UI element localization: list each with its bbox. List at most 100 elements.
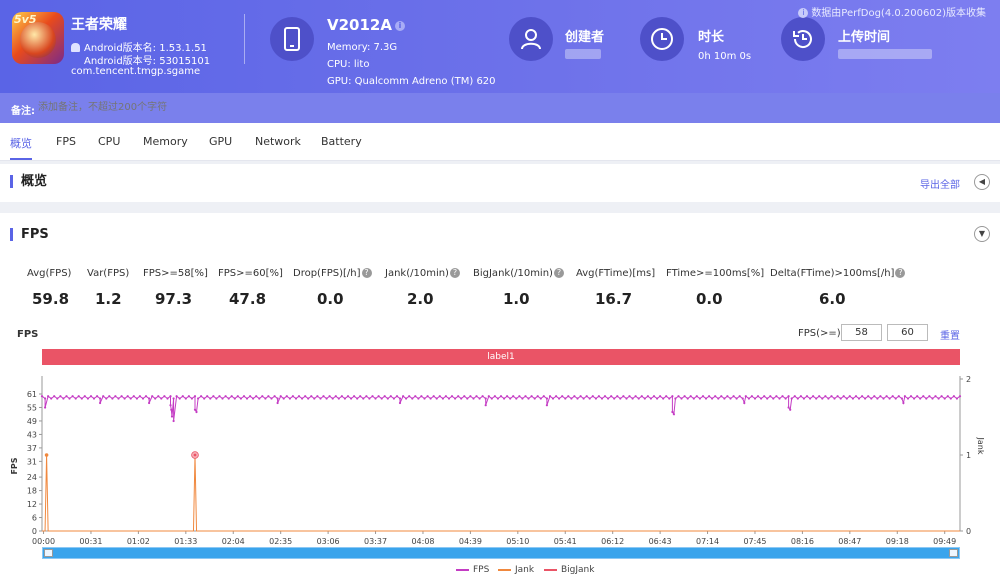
y2-axis-title: Jank xyxy=(976,437,985,455)
help-icon[interactable]: ? xyxy=(553,268,564,278)
fps-point xyxy=(249,395,252,398)
legend-item-bigjank[interactable]: BigJank xyxy=(544,565,594,575)
tab-memory[interactable]: Memory xyxy=(143,135,188,148)
fps-point xyxy=(74,397,77,400)
legend-swatch-bigjank xyxy=(544,568,557,571)
timeline-scrollbar[interactable] xyxy=(42,547,960,559)
fps-point xyxy=(937,397,940,400)
tab-fps[interactable]: FPS xyxy=(56,135,76,148)
fps-point xyxy=(195,410,198,414)
fps-point xyxy=(135,397,138,400)
x-tick-label: 04:39 xyxy=(459,537,482,546)
legend-item-jank[interactable]: Jank xyxy=(498,565,534,575)
fps-point xyxy=(925,397,928,400)
header-divider xyxy=(244,14,245,64)
fps-threshold-input-1[interactable]: 58 xyxy=(841,324,882,341)
fps-point xyxy=(600,397,604,400)
x-tick-label: 06:12 xyxy=(601,537,624,546)
device-memory: Memory: 7.3G xyxy=(327,42,398,53)
stat-value: 2.0 xyxy=(407,290,434,308)
fps-point xyxy=(447,397,451,400)
note-input[interactable] xyxy=(38,98,338,116)
tab-network[interactable]: Network xyxy=(255,135,301,148)
label-band[interactable]: label1 xyxy=(42,349,960,365)
device-info-icon[interactable]: i xyxy=(394,20,405,31)
y-tick-label: 43 xyxy=(27,430,37,439)
fps-point xyxy=(515,397,518,400)
y-tick-label: 24 xyxy=(27,473,37,482)
fps-point xyxy=(894,397,897,400)
fps-point xyxy=(509,397,512,400)
stat-label: Avg(FPS) xyxy=(27,268,72,279)
fps-point xyxy=(512,395,515,398)
fps-point xyxy=(288,397,291,400)
fps-point xyxy=(851,397,855,400)
fps-point xyxy=(99,401,102,405)
fps-point xyxy=(86,397,89,400)
duration-label: 时长 xyxy=(698,30,725,45)
fps-point xyxy=(542,395,545,398)
fps-point xyxy=(625,397,628,400)
fps-point xyxy=(374,397,377,400)
fps-point xyxy=(377,395,380,398)
legend-item-fps[interactable]: FPS xyxy=(456,565,489,575)
fps-point xyxy=(900,397,904,400)
help-icon[interactable]: ? xyxy=(361,268,372,278)
fps-point xyxy=(398,401,402,405)
fps-point xyxy=(276,401,279,405)
help-icon[interactable]: ? xyxy=(895,268,906,278)
fps-point xyxy=(949,397,952,400)
fps-point xyxy=(524,395,527,398)
fps-point xyxy=(276,397,279,400)
stat-value: 1.0 xyxy=(503,290,530,308)
fps-point xyxy=(255,395,258,398)
fps-point xyxy=(346,395,350,398)
fps-point xyxy=(824,395,827,398)
fps-point xyxy=(102,395,105,398)
y-tick-label: 12 xyxy=(27,500,37,509)
help-icon[interactable]: ? xyxy=(449,268,460,278)
fps-panel: FPS ▼ xyxy=(0,213,1000,575)
fps-point xyxy=(793,395,796,398)
tab-gpu[interactable]: GPU xyxy=(209,135,233,148)
fps-point xyxy=(597,395,601,398)
y-tick-label: 31 xyxy=(27,457,37,466)
fps-point xyxy=(362,397,365,400)
fps-point xyxy=(197,397,200,400)
scrollbar-right-handle[interactable] xyxy=(949,549,958,557)
fps-point xyxy=(622,395,625,398)
tab-cpu[interactable]: CPU xyxy=(98,135,121,148)
tab-overview[interactable]: 概览 xyxy=(10,137,32,160)
fps-point xyxy=(805,395,809,398)
fps-point xyxy=(432,395,435,398)
fps-point xyxy=(836,395,839,398)
fps-point xyxy=(704,397,708,400)
fps-point xyxy=(637,397,640,400)
fps-collapse-button[interactable]: ▼ xyxy=(974,226,990,242)
fps-point xyxy=(218,395,221,398)
fps-point xyxy=(585,395,588,398)
x-tick-label: 07:45 xyxy=(743,537,766,546)
tab-battery[interactable]: Battery xyxy=(321,135,362,148)
fps-point xyxy=(503,397,506,400)
fps-point xyxy=(763,395,766,398)
fps-point xyxy=(876,397,879,400)
fps-point xyxy=(212,395,215,398)
reset-link[interactable]: 重置 xyxy=(940,331,960,342)
stat-label: FPS>=60[%] xyxy=(218,268,283,279)
scrollbar-left-handle[interactable] xyxy=(44,549,53,557)
fps-threshold-input-2[interactable]: 60 xyxy=(887,324,928,341)
fps-point xyxy=(891,395,894,398)
fps-point xyxy=(928,395,931,398)
fps-point xyxy=(802,397,806,400)
jank-point xyxy=(44,453,49,457)
fps-point xyxy=(789,408,792,411)
fps-point xyxy=(781,395,784,398)
export-all-link[interactable]: 导出全部 xyxy=(920,180,960,191)
stat-value: 6.0 xyxy=(819,290,846,308)
fps-point xyxy=(154,397,157,400)
fps-point xyxy=(750,395,754,398)
overview-collapse-button[interactable]: ◀ xyxy=(974,174,990,190)
fps-point xyxy=(649,397,653,400)
fps-point xyxy=(616,395,619,398)
